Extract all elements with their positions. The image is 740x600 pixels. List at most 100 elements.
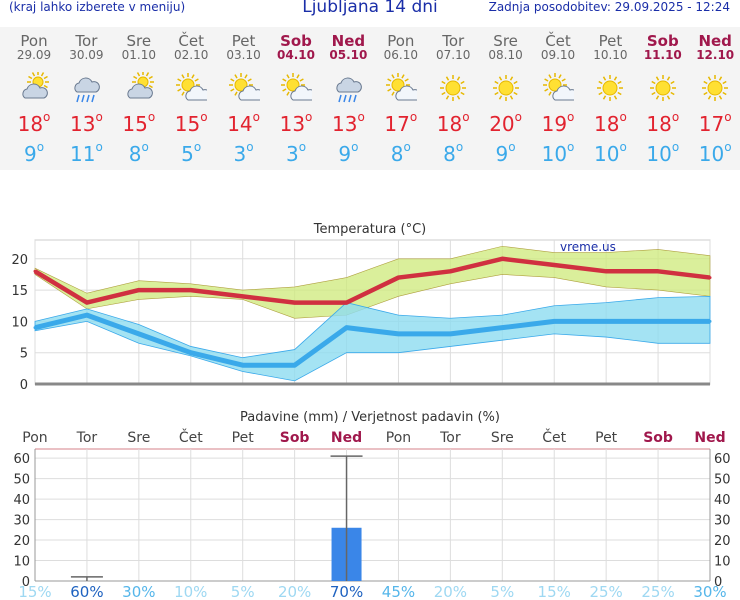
min-temp-range-band (34, 295, 711, 382)
sun-cloud-icon (281, 73, 312, 101)
min-temp-value: 3 (285, 142, 299, 166)
day-date: 02.10 (174, 48, 209, 62)
min-temp-point (656, 319, 660, 323)
day-name: Čet (545, 32, 571, 50)
min-temp-point (85, 313, 89, 317)
max-temp-value: 18 (593, 112, 620, 136)
precip-ytick-left: 0 (22, 575, 30, 590)
max-temp-value: 18 (646, 112, 672, 136)
precipitation-title: Padavine (mm) / Verjetnost padavin (%) (240, 410, 500, 425)
day-column: Tor 30.09 13o 11o (60, 27, 112, 166)
max-temp-point (293, 301, 297, 305)
max-temp-point (708, 276, 712, 280)
max-temp-value: 17 (384, 112, 410, 136)
precip-ytick-right: 20 (714, 534, 731, 549)
precip-ytick-right: 30 (714, 514, 731, 529)
day-column: Čet 09.10 19o 10o (532, 27, 584, 166)
temperature-ytick-label: 10 (11, 315, 28, 330)
precip-ytick-left: 40 (13, 493, 30, 508)
max-temp-line (33, 256, 711, 305)
day-name: Ned (331, 32, 366, 50)
min-temp: 10o (698, 140, 732, 166)
day-date: 29.09 (16, 48, 52, 62)
min-temp-value: 3 (233, 142, 247, 166)
max-temp: 19o (541, 110, 575, 136)
day-date: 08.10 (488, 48, 523, 62)
day-column: Ned 12.10 17o 10o (689, 27, 740, 166)
day-name: Tor (442, 32, 465, 50)
max-temp-point (345, 301, 349, 305)
min-temp: 8o (443, 140, 464, 166)
min-temp-point (396, 332, 400, 336)
max-temp-value: 13 (69, 112, 96, 136)
precip-day-label: Ned (331, 430, 362, 446)
min-temp-value: 5 (181, 142, 194, 166)
sun-cloud-icon (176, 73, 208, 101)
precip-probability-label: 15% (18, 583, 51, 600)
day-name: Ned (698, 32, 732, 50)
partly-cloudy-icon (127, 72, 154, 99)
day-date: 04.10 (277, 48, 315, 62)
min-temp-value: 8 (128, 142, 142, 166)
day-column: Pet 03.10 14o 3o (218, 27, 270, 166)
day-date: 12.10 (696, 48, 735, 62)
max-temp-point (656, 269, 660, 273)
day-date: 11.10 (643, 48, 682, 62)
max-temp-point (552, 263, 556, 267)
max-temp: 17o (698, 110, 732, 136)
precip-ytick-left: 30 (13, 514, 30, 529)
precip-ytick-left: 10 (13, 555, 30, 570)
precip-day-label: Sob (280, 430, 310, 446)
precip-probability-label: 20% (434, 583, 467, 600)
precip-day-label: Sre (127, 430, 150, 446)
precip-day-label: Sob (643, 430, 673, 446)
day-column: Tor 07.10 18o 8o (427, 27, 479, 166)
min-temp: 10o (646, 140, 680, 166)
cloud-rain-icon (74, 77, 101, 103)
max-temp-value: 17 (698, 112, 725, 136)
min-temp: 10o (593, 140, 627, 166)
max-temp-value: 19 (541, 112, 568, 136)
temperature-ytick-label: 5 (20, 347, 28, 362)
day-name: Sre (493, 32, 518, 50)
day-date: 06.10 (383, 48, 418, 62)
day-column: Sob 04.10 13o 3o (270, 27, 322, 166)
day-column: Sre 08.10 20o 9o (480, 27, 532, 166)
day-name: Sre (126, 32, 152, 50)
max-temp: 17o (384, 110, 418, 136)
min-temp: 5o (181, 140, 202, 166)
min-temp-line (34, 312, 710, 368)
min-temp: 8o (128, 140, 149, 166)
sun-cloud-icon (543, 73, 574, 101)
precip-probability-label: 25% (641, 583, 674, 600)
max-temp: 18o (436, 110, 470, 136)
precip-day-label: Sre (491, 430, 514, 446)
min-temp-value: 10 (593, 142, 620, 166)
min-temp-point (33, 326, 37, 330)
precip-day-label: Pon (386, 430, 411, 446)
sun-icon (440, 75, 467, 101)
max-temp: 18o (593, 110, 627, 136)
last-updated: Zadnja posodobitev: 29.09.2025 - 12:24 (488, 0, 730, 14)
day-name: Pon (20, 32, 48, 50)
precip-probability-label: 30% (693, 583, 726, 600)
min-temp-point (500, 326, 504, 330)
day-name: Tor (75, 32, 98, 50)
partly-cloudy-icon (22, 72, 49, 99)
min-temp: 9o (338, 140, 359, 166)
min-temp-value: 10 (698, 142, 725, 166)
sun-cloud-icon (228, 73, 260, 101)
min-temp-point (604, 319, 608, 323)
min-temp-value: 8 (390, 142, 404, 166)
max-temp-point (137, 288, 141, 292)
min-temp-point (241, 363, 245, 367)
precip-ytick-left: 50 (13, 473, 30, 488)
day-name: Pet (598, 32, 623, 50)
location-hint[interactable]: (kraj lahko izberete v meniju) (9, 0, 186, 14)
day-column: Sre 01.10 15o 8o (113, 27, 165, 166)
precip-probability-label: 5% (490, 583, 514, 600)
min-temp: 3o (285, 140, 307, 166)
max-temp-point (241, 294, 245, 298)
day-column: Pet 10.10 18o 10o (584, 27, 636, 166)
max-temp: 13o (279, 110, 313, 136)
